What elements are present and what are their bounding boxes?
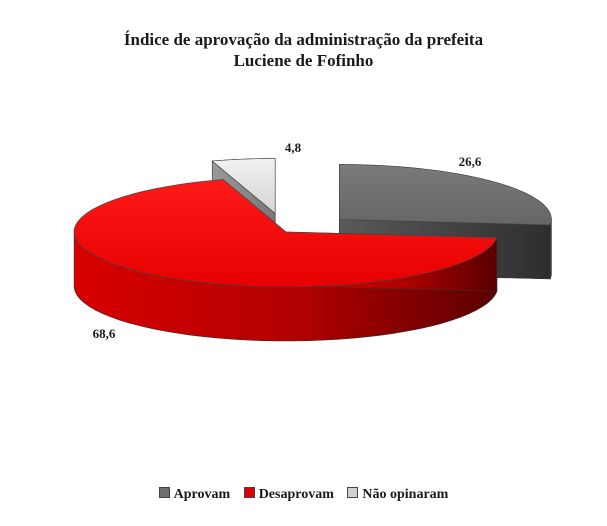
data-label-nao-opinaram: 4,8 <box>285 140 302 155</box>
legend-label-aprovam: Aprovam <box>173 487 231 502</box>
pie-top-aprovam <box>339 164 552 226</box>
legend-item-desaprovam: Desaprovam <box>243 487 334 503</box>
legend-swatch-nao-opinaram <box>347 487 359 498</box>
legend-swatch-aprovam <box>158 487 170 498</box>
pie-top-nao-opinaram <box>211 158 276 215</box>
pie-top-desaprovam <box>73 179 498 288</box>
data-label-aprovam: 26,6 <box>459 154 482 169</box>
legend-label-nao-opinaram: Não opinaram <box>362 487 449 502</box>
chart-legend: Aprovam Desaprovam Não opinaram <box>0 487 607 503</box>
chart-title-line2: Luciene de Fofinho <box>233 51 374 70</box>
legend-swatch-desaprovam <box>243 487 255 498</box>
legend-item-aprovam: Aprovam <box>158 487 231 503</box>
legend-item-nao-opinaram: Não opinaram <box>347 487 448 503</box>
pie-slice-desaprovam <box>73 178 498 342</box>
data-label-desaprovam: 68,6 <box>93 326 116 341</box>
legend-label-desaprovam: Desaprovam <box>258 487 334 502</box>
chart-title-line1: Índice de aprovação da administração da … <box>123 30 484 49</box>
